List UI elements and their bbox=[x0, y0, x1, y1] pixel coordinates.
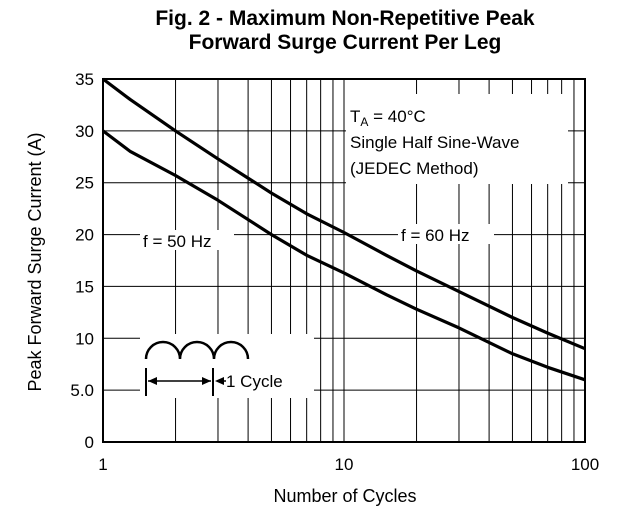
y-tick-label: 20 bbox=[75, 226, 94, 245]
label-60hz-bg bbox=[398, 224, 494, 244]
chart-title-line1: Fig. 2 - Maximum Non-Repetitive Peak bbox=[155, 7, 535, 30]
condition-method: (JEDEC Method) bbox=[350, 159, 478, 178]
y-tick-label: 0 bbox=[85, 433, 94, 452]
series-label-50hz: f = 50 Hz bbox=[143, 232, 212, 251]
cycle-arrow-right bbox=[202, 377, 211, 385]
condition-waveform: Single Half Sine-Wave bbox=[350, 133, 519, 152]
series-line-f-50-hz bbox=[102, 129, 586, 382]
label-50hz-bg bbox=[140, 230, 234, 250]
condition-temperature: TA = 40°C bbox=[350, 107, 426, 129]
cycle-label: 1 Cycle bbox=[226, 372, 283, 391]
y-tick-label: 25 bbox=[75, 174, 94, 193]
y-tick-label: 15 bbox=[75, 277, 94, 296]
conditions-box-bg bbox=[346, 94, 568, 184]
series-line-f-60-hz bbox=[102, 77, 586, 351]
series-label-60hz: f = 60 Hz bbox=[401, 226, 470, 245]
condition-temp-prefix: T bbox=[350, 107, 360, 126]
cycle-diagram-bg bbox=[140, 334, 314, 398]
x-tick-labels: 1 10 100 bbox=[98, 455, 599, 474]
x-tick-label: 10 bbox=[335, 455, 354, 474]
y-axis-label: Peak Forward Surge Current (A) bbox=[25, 132, 45, 391]
cycle-arrow-left bbox=[148, 377, 157, 385]
data-series bbox=[102, 77, 586, 382]
condition-temp-subscript: A bbox=[360, 115, 368, 129]
plot-frame bbox=[102, 78, 586, 443]
chart-title: Fig. 2 - Maximum Non-Repetitive Peak For… bbox=[0, 7, 623, 55]
half-sine-wave-icon bbox=[144, 340, 250, 360]
y-tick-label: 30 bbox=[75, 122, 94, 141]
y-tick-labels: 0 5.0 10 15 20 25 30 35 bbox=[70, 70, 94, 452]
chart-title-line2: Forward Surge Current Per Leg bbox=[188, 31, 502, 54]
y-tick-label: 5.0 bbox=[70, 381, 94, 400]
y-tick-label: 10 bbox=[75, 329, 94, 348]
x-axis-label: Number of Cycles bbox=[273, 486, 416, 506]
x-tick-label: 100 bbox=[571, 455, 599, 474]
condition-temp-value: = 40°C bbox=[368, 107, 425, 126]
cycle-arrow-outer bbox=[215, 377, 224, 385]
y-tick-label: 35 bbox=[75, 70, 94, 89]
x-tick-label: 1 bbox=[98, 455, 107, 474]
